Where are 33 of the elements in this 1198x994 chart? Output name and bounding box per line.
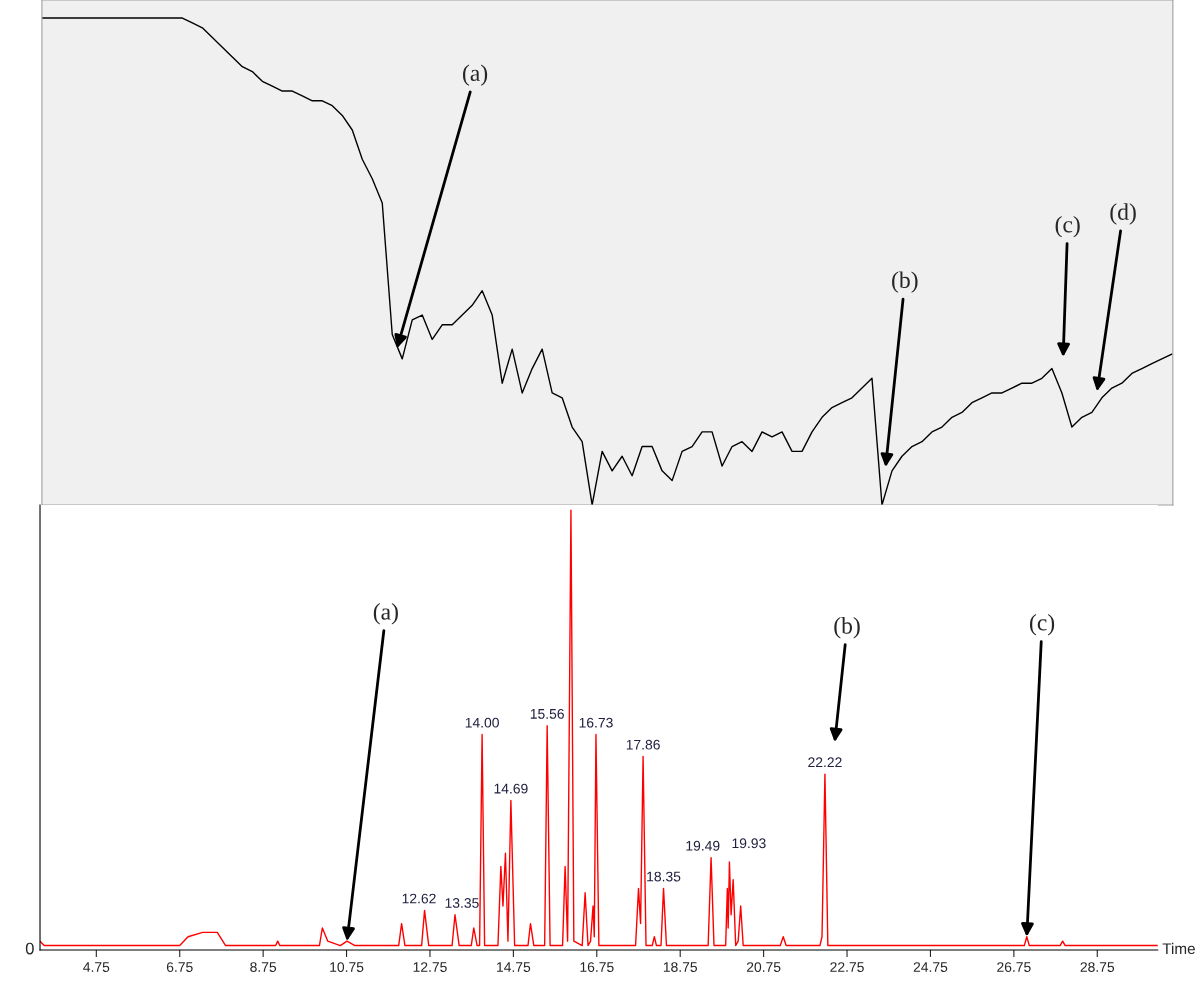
- annotation: (c): [1030, 613, 1055, 636]
- x-tick-label: 12.75: [413, 962, 447, 972]
- annotation: (b): [892, 271, 918, 293]
- x-tick-label: 6.75: [166, 962, 193, 972]
- annotation: 19.93: [732, 838, 766, 849]
- x-tick-label: 18.75: [663, 962, 698, 972]
- annotation: 16.73: [579, 717, 613, 728]
- annotation: 18.35: [647, 871, 681, 882]
- annotation: 12.62: [402, 893, 436, 904]
- x-tick-label: 24.75: [913, 962, 948, 972]
- annotation: (c): [1055, 215, 1080, 238]
- annotation: 19.49: [686, 840, 720, 851]
- annotation: (a): [463, 64, 488, 86]
- annotation: 14.69: [494, 783, 528, 794]
- annotation: 22.22: [808, 757, 842, 768]
- x-tick-label: 20.75: [746, 962, 781, 972]
- x-tick-label: 8.75: [250, 962, 277, 972]
- annotation: 14.00: [465, 717, 499, 728]
- annotation: (a): [373, 603, 398, 625]
- x-tick-label: 22.75: [830, 962, 864, 972]
- annotation: 17.86: [626, 739, 660, 750]
- x-axis-title: Time: [1162, 942, 1195, 955]
- annotation: 13.35: [445, 898, 479, 908]
- x-tick-label: 26.75: [997, 962, 1031, 972]
- x-tick-label: 4.75: [83, 962, 110, 972]
- x-tick-label: 28.75: [1080, 962, 1115, 972]
- x-tick-label: 14.75: [497, 962, 531, 972]
- annotation: (d): [1110, 203, 1136, 225]
- x-tick-label: 16.75: [580, 962, 614, 972]
- annotation: 15.56: [530, 708, 564, 719]
- text: 0: [25, 942, 34, 955]
- annotation: (b): [834, 617, 860, 639]
- x-tick-label: 10.75: [330, 962, 364, 972]
